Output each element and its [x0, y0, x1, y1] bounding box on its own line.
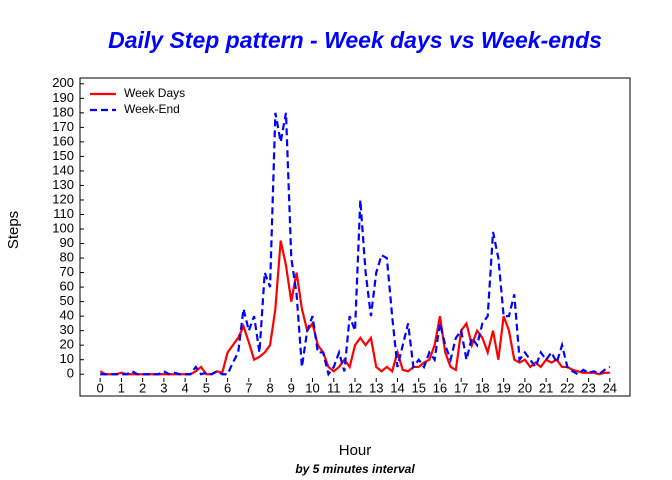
y-tick-label: 50: [60, 293, 74, 308]
y-tick-label: 160: [52, 133, 74, 148]
x-tick-label: 18: [475, 380, 489, 395]
y-tick-label: 110: [53, 206, 74, 221]
x-tick-label: 15: [411, 380, 425, 395]
x-axis-label: Hour: [339, 442, 372, 459]
y-tick-label: 190: [52, 90, 74, 105]
y-tick-label: 100: [52, 220, 74, 235]
y-tick-label: 130: [52, 177, 74, 192]
y-tick-label: 40: [60, 308, 74, 323]
y-tick-label: 140: [52, 162, 74, 177]
y-tick-label: 20: [60, 337, 74, 352]
x-tick-label: 17: [454, 380, 468, 395]
series-line: [99, 240, 610, 376]
x-tick-label: 22: [560, 380, 574, 395]
x-tick-label: 6: [224, 380, 231, 395]
x-tick-label: 5: [203, 380, 210, 395]
x-tick-label: 16: [433, 380, 447, 395]
x-tick-label: 21: [539, 380, 553, 395]
x-tick-label: 12: [348, 380, 362, 395]
y-tick-label: 80: [60, 249, 74, 264]
x-tick-label: 4: [181, 380, 188, 395]
x-tick-label: 19: [496, 380, 510, 395]
y-tick-label: 30: [60, 322, 74, 337]
x-tick-label: 1: [118, 380, 125, 395]
x-tick-label: 23: [581, 380, 595, 395]
plot-frame: [79, 77, 631, 397]
y-tick-label: 60: [60, 279, 74, 294]
x-tick-label: 24: [603, 380, 617, 395]
y-tick-label: 70: [60, 264, 74, 279]
subtitle: by 5 minutes interval: [295, 462, 415, 476]
legend-label: Week-End: [124, 102, 180, 116]
y-tick-label: 150: [52, 148, 74, 163]
x-tick-label: 14: [390, 380, 404, 395]
x-tick-label: 11: [327, 380, 341, 395]
legend-label: Week Days: [124, 86, 185, 100]
chart-title: Daily Step pattern - Week days vs Week-e…: [108, 27, 602, 53]
x-tick-label: 9: [288, 380, 295, 395]
y-axis-label: Steps: [5, 211, 22, 249]
y-tick-label: 170: [52, 119, 74, 134]
x-tick-label: 0: [97, 380, 104, 395]
y-tick-label: 90: [60, 235, 74, 250]
y-tick-label: 200: [52, 75, 74, 90]
x-tick-label: 3: [160, 380, 167, 395]
y-tick-label: 180: [52, 104, 74, 119]
y-tick-label: 10: [60, 351, 74, 366]
x-tick-label: 2: [139, 380, 146, 395]
y-tick-label: 0: [67, 366, 74, 381]
x-tick-label: 20: [518, 380, 532, 395]
series-line: [100, 112, 611, 377]
x-tick-label: 8: [266, 380, 273, 395]
y-tick-label: 120: [52, 191, 74, 206]
x-tick-label: 13: [369, 380, 383, 395]
x-tick-label: 10: [305, 380, 319, 395]
x-tick-label: 7: [245, 380, 252, 395]
